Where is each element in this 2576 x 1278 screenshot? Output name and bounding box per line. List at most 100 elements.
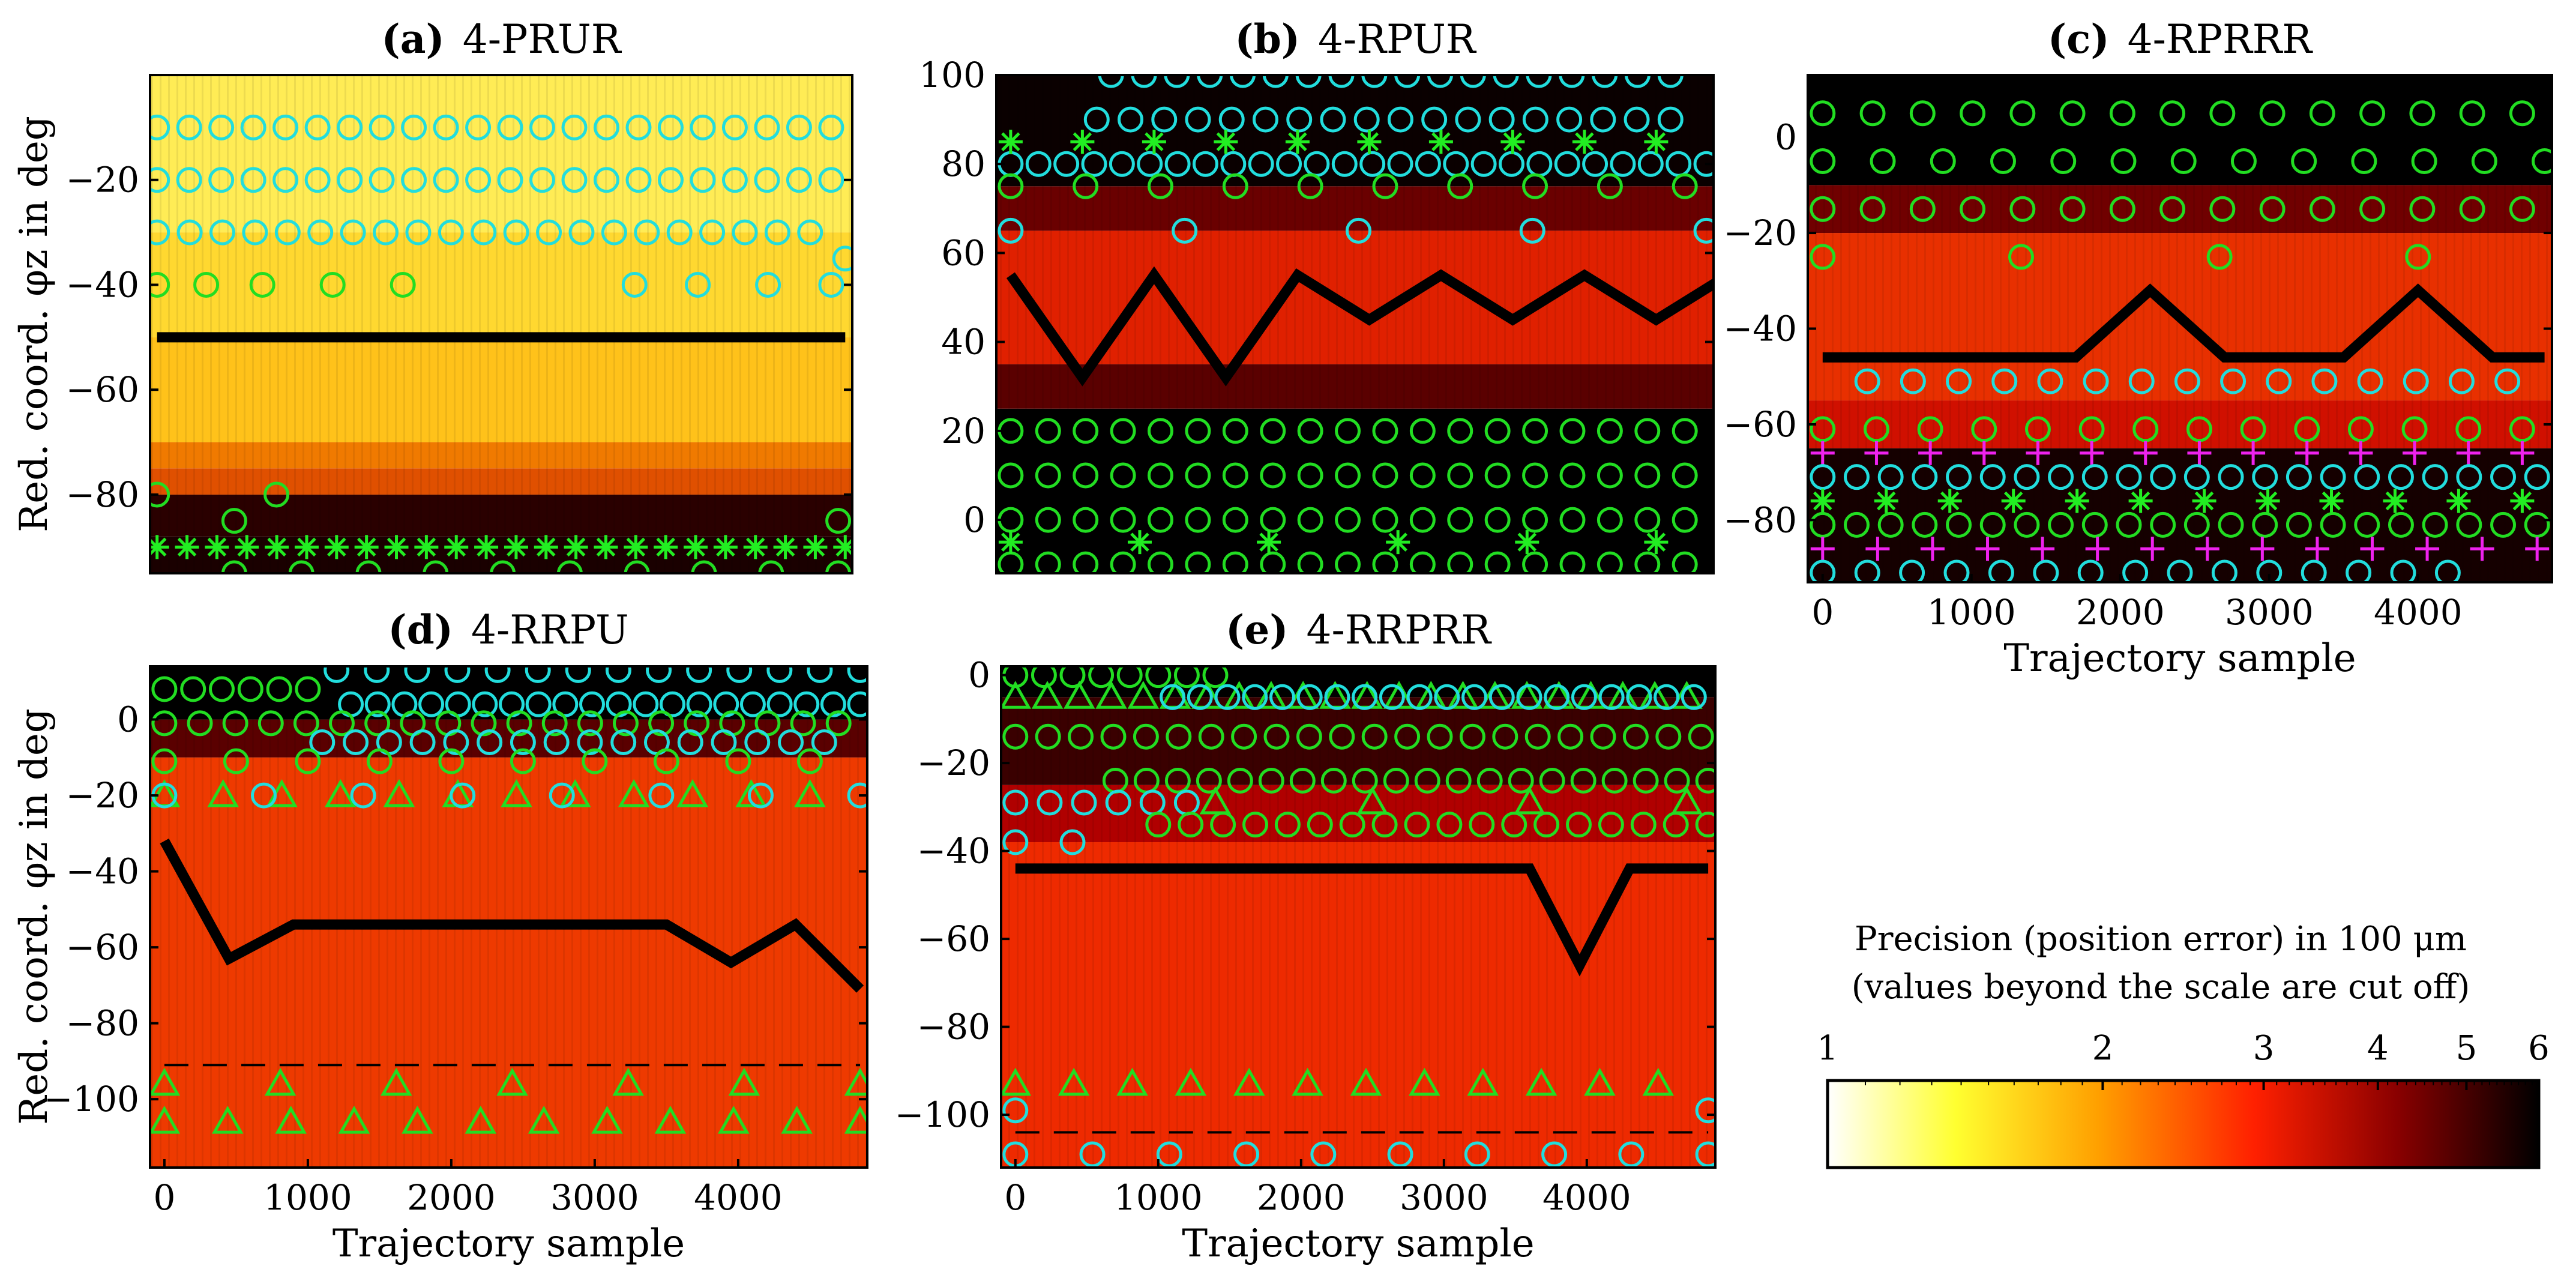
marker-circle-green — [1634, 551, 1661, 573]
marker-star — [1142, 130, 1166, 154]
marker-circle-green — [1148, 173, 1174, 199]
marker-circle-green — [1459, 723, 1485, 750]
marker-triangle — [1415, 681, 1447, 709]
marker-triangle — [465, 1106, 497, 1134]
marker-circle-green — [790, 710, 816, 737]
colorbar: Precision (position error) in 100 μm (va… — [1817, 920, 2550, 1169]
marker-circle-cyan — [847, 691, 867, 717]
marker-circle-cyan — [1387, 1141, 1413, 1168]
marker-circle-cyan — [579, 691, 605, 717]
y-tick-label: 20 — [941, 411, 986, 451]
marker-star — [1386, 530, 1410, 555]
marker-circle-cyan — [1394, 75, 1421, 88]
marker-circle-cyan — [797, 219, 823, 246]
marker-circle-green — [2240, 416, 2266, 442]
marker-circle-green — [1695, 767, 1715, 794]
marker-circle-green — [2294, 416, 2320, 442]
marker-circle-green — [1469, 812, 1495, 838]
marker-circle-green — [1335, 507, 1361, 533]
marker-circle-green — [1145, 812, 1172, 838]
marker-plus — [2349, 441, 2373, 465]
markers-d — [150, 666, 867, 1134]
panel-d: −100 −80 −60 −40 −20 0 0 1000 2000 3000 4000Trajec… — [44, 606, 868, 1266]
marker-star — [2319, 489, 2344, 513]
marker-circle-green — [1634, 462, 1661, 489]
marker-circle-green — [1296, 723, 1322, 750]
marker-circle-green — [1859, 100, 1886, 127]
marker-circle-cyan — [1156, 1141, 1182, 1168]
marker-circle-green — [221, 560, 247, 573]
marker-circle-cyan — [601, 219, 627, 246]
marker-circle-cyan — [2014, 464, 2040, 490]
marker-circle-green — [2170, 148, 2197, 174]
marker-triangle — [794, 779, 826, 807]
marker-circle-cyan — [561, 167, 588, 193]
marker-triangle — [1350, 1067, 1382, 1096]
marker-circle-cyan — [450, 782, 476, 809]
trajectory-path — [160, 838, 864, 993]
marker-circle-green — [1035, 507, 1061, 533]
marker-star — [2256, 489, 2280, 513]
marker-circle-cyan — [1618, 1141, 1645, 1168]
marker-circle-green — [1524, 723, 1551, 750]
marker-circle-green — [1596, 173, 1623, 199]
marker-circle-cyan — [721, 167, 748, 193]
marker-triangle — [275, 1106, 307, 1134]
marker-circle-green — [1110, 507, 1136, 533]
marker-circle-cyan — [793, 691, 820, 717]
marker-circle-cyan — [847, 666, 867, 683]
marker-circle-cyan — [438, 219, 464, 246]
marker-circle-cyan — [686, 691, 712, 717]
marker-circle-green — [2359, 196, 2386, 222]
marker-triangle — [496, 1067, 528, 1096]
trajectory-path — [1015, 863, 1709, 977]
marker-circle-cyan — [1461, 684, 1488, 710]
y-tick-label: −40 — [66, 851, 139, 892]
marker-circle-green — [624, 560, 650, 573]
marker-circle-green — [1409, 462, 1436, 489]
y-tick-label: −60 — [1724, 404, 1797, 445]
marker-circle-green — [2259, 100, 2286, 127]
marker-circle-cyan — [401, 114, 427, 140]
x-axis-label: Trajectory sample — [333, 1222, 685, 1266]
heatmap-a — [150, 75, 852, 573]
marker-circle-cyan — [2081, 464, 2108, 490]
marker-circle-green — [1909, 100, 1936, 127]
marker-circle-cyan — [1427, 75, 1453, 88]
marker-star — [773, 535, 798, 559]
marker-circle-green — [329, 710, 355, 737]
marker-circle-green — [2354, 511, 2380, 538]
marker-circle-green — [1598, 812, 1624, 838]
marker-circle-green — [612, 710, 639, 737]
marker-circle-cyan — [176, 167, 202, 193]
marker-star — [1500, 130, 1525, 154]
marker-triangle — [728, 1067, 760, 1096]
marker-circle-cyan — [1230, 75, 1256, 88]
marker-circle-green — [150, 481, 170, 508]
y-tick-label: −20 — [917, 743, 990, 783]
marker-circle-cyan — [633, 691, 659, 717]
marker-circle-green — [1843, 511, 1870, 538]
marker-circle-green — [1035, 723, 1061, 750]
marker-circle-green — [1260, 462, 1286, 489]
marker-circle-green — [2159, 100, 2186, 127]
marker-circle-green — [1035, 418, 1061, 444]
marker-circle-green — [1372, 507, 1398, 533]
ylabel-top: Red. coord. φz in deg — [12, 116, 56, 532]
marker-circle-green — [1810, 511, 1836, 538]
marker-circle-green — [2411, 148, 2437, 174]
marker-circle-green — [1909, 196, 1936, 222]
marker-circle-green — [2206, 244, 2233, 270]
marker-circle-cyan — [1610, 151, 1636, 177]
marker-circle-green — [1559, 551, 1586, 573]
marker-circle-cyan — [1988, 559, 2014, 582]
marker-circle-cyan — [1328, 75, 1355, 88]
marker-triangle — [1127, 681, 1160, 709]
marker-circle-green — [1185, 551, 1211, 573]
marker-circle-green — [249, 271, 275, 298]
marker-circle-green — [1372, 418, 1398, 444]
marker-circle-green — [1227, 767, 1253, 794]
marker-circle-cyan — [274, 219, 301, 246]
marker-triangle — [1001, 1067, 1032, 1096]
marker-circle-cyan — [250, 782, 277, 809]
